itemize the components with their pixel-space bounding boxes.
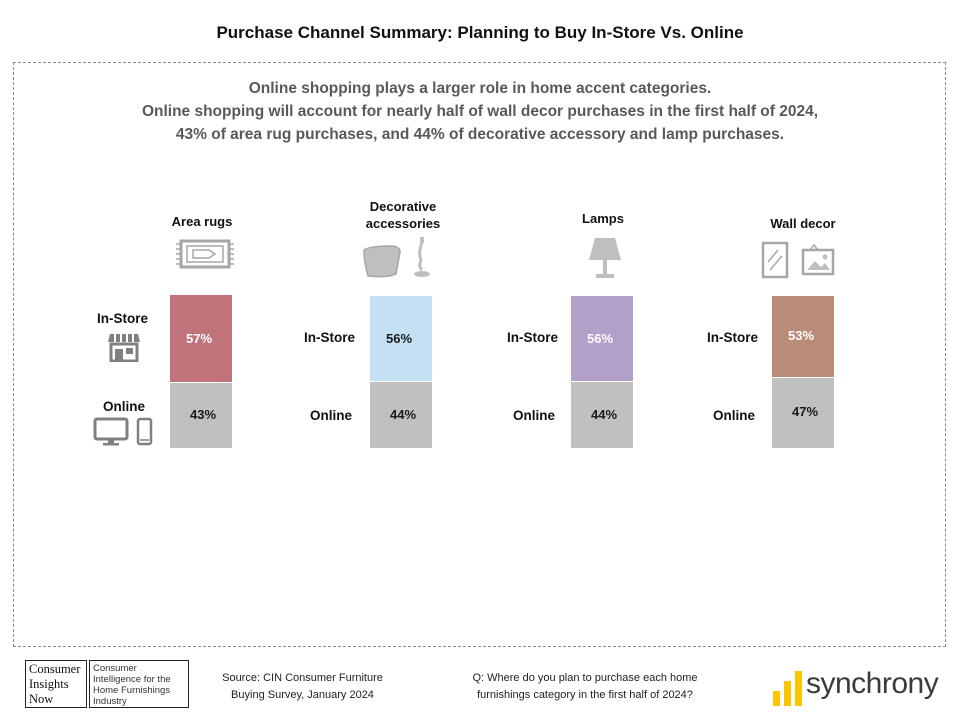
rug-icon — [176, 239, 234, 269]
bar-online-wall-decor — [772, 377, 834, 448]
channel-label-online: Online — [103, 399, 146, 414]
survey-question: Q: Where do you plan to purchase each ho… — [440, 670, 730, 704]
synchrony-logo: synchrony — [770, 665, 950, 710]
pct-label-in-store-lamps: 56% — [587, 330, 614, 346]
category-label-area-rugs: Area rugs — [171, 214, 233, 229]
synchrony-mark-icon — [773, 671, 802, 706]
channel-label-online: Online — [713, 408, 756, 423]
bar-online-area-rugs — [170, 383, 232, 448]
question-line: Q: Where do you plan to purchase each ho… — [472, 672, 698, 684]
pct-label-in-store-wall-decor: 53% — [788, 328, 815, 344]
bar-in-store-wall-decor — [772, 296, 834, 377]
page-title: Purchase Channel Summary: Planning to Bu… — [216, 23, 744, 42]
bar-in-store-area-rugs — [170, 295, 232, 383]
subtitle-line: Online shopping will account for nearly … — [141, 103, 819, 120]
channel-label-in-store: In-Store — [507, 330, 559, 345]
channel-label-online: Online — [310, 408, 353, 423]
pct-label-online-wall-decor: 47% — [792, 404, 819, 420]
category-label-lamps: Lamps — [582, 211, 624, 226]
subtitle-line: Online shopping plays a larger role in h… — [248, 80, 712, 97]
synchrony-wordmark: synchrony — [806, 667, 939, 700]
bar-in-store-lamps — [571, 296, 633, 382]
pct-label-online-lamps: 44% — [591, 406, 618, 422]
logo-line: Insights — [29, 677, 69, 691]
subtitle-line: 43% of area rug purchases, and 44% of de… — [175, 126, 785, 143]
source-line: Source: CIN Consumer Furniture — [222, 672, 383, 684]
channel-label-online: Online — [513, 408, 556, 423]
storefront-icon — [108, 334, 140, 362]
bar-online-decorative-accessories — [370, 382, 432, 448]
logo-line: Consumer — [29, 662, 81, 676]
channel-label-in-store: In-Store — [304, 330, 356, 345]
pct-label-in-store-decorative-accessories: 56% — [386, 330, 413, 346]
channel-label-in-store: In-Store — [97, 311, 149, 326]
pillow-lamp-icon — [363, 237, 430, 278]
cin-logo: Consumer Insights Now Consumer Intellige… — [25, 660, 190, 710]
mirror-picture-icon — [761, 241, 835, 279]
question-line: furnishings category in the first half o… — [477, 689, 693, 701]
content-frame — [13, 62, 946, 647]
channel-label-in-store: In-Store — [707, 330, 759, 345]
category-label-wall-decor: Wall decor — [770, 216, 836, 231]
pct-label-online-area-rugs: 43% — [190, 407, 217, 423]
bar-in-store-decorative-accessories — [370, 296, 432, 382]
bar-online-lamps — [571, 382, 633, 448]
pct-label-online-decorative-accessories: 44% — [390, 406, 417, 422]
logo-line: Now — [29, 692, 54, 706]
cin-logo-wordmark: Consumer Insights Now — [25, 660, 87, 708]
monitor-phone-icon — [93, 417, 153, 446]
source-line: Buying Survey, January 2024 — [231, 689, 374, 701]
lamp-icon — [589, 238, 621, 278]
subtitle: Online shopping plays a larger role in h… — [0, 77, 960, 146]
pct-label-in-store-area-rugs: 57% — [186, 330, 213, 346]
cin-logo-tagline: Consumer Intelligence for the Home Furni… — [89, 660, 189, 708]
source-note: Source: CIN Consumer Furniture Buying Su… — [200, 670, 405, 704]
category-label-decorative-accessories: Decorative accessories — [365, 199, 441, 231]
